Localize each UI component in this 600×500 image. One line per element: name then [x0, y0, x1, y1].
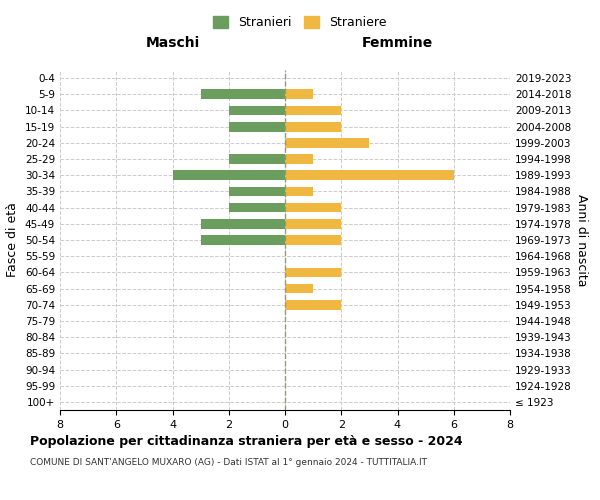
Text: COMUNE DI SANT'ANGELO MUXARO (AG) - Dati ISTAT al 1° gennaio 2024 - TUTTITALIA.I: COMUNE DI SANT'ANGELO MUXARO (AG) - Dati…	[30, 458, 427, 467]
Bar	[173, 170, 285, 180]
Bar	[285, 154, 313, 164]
Bar	[200, 90, 285, 99]
Bar	[229, 203, 285, 212]
Bar	[285, 284, 313, 294]
Text: Maschi: Maschi	[145, 36, 200, 50]
Bar	[200, 219, 285, 228]
Bar	[229, 106, 285, 116]
Text: Femmine: Femmine	[362, 36, 433, 50]
Bar	[285, 203, 341, 212]
Bar	[285, 268, 341, 277]
Bar	[285, 186, 313, 196]
Bar	[285, 122, 341, 132]
Bar	[285, 170, 454, 180]
Y-axis label: Fasce di età: Fasce di età	[7, 202, 19, 278]
Bar	[200, 235, 285, 245]
Bar	[285, 235, 341, 245]
Bar	[229, 122, 285, 132]
Bar	[285, 106, 341, 116]
Bar	[229, 154, 285, 164]
Bar	[229, 186, 285, 196]
Bar	[285, 219, 341, 228]
Y-axis label: Anni di nascita: Anni di nascita	[575, 194, 588, 286]
Bar	[285, 300, 341, 310]
Legend: Stranieri, Straniere: Stranieri, Straniere	[208, 11, 392, 34]
Text: Popolazione per cittadinanza straniera per età e sesso - 2024: Popolazione per cittadinanza straniera p…	[30, 435, 463, 448]
Bar	[285, 90, 313, 99]
Bar	[285, 138, 370, 147]
